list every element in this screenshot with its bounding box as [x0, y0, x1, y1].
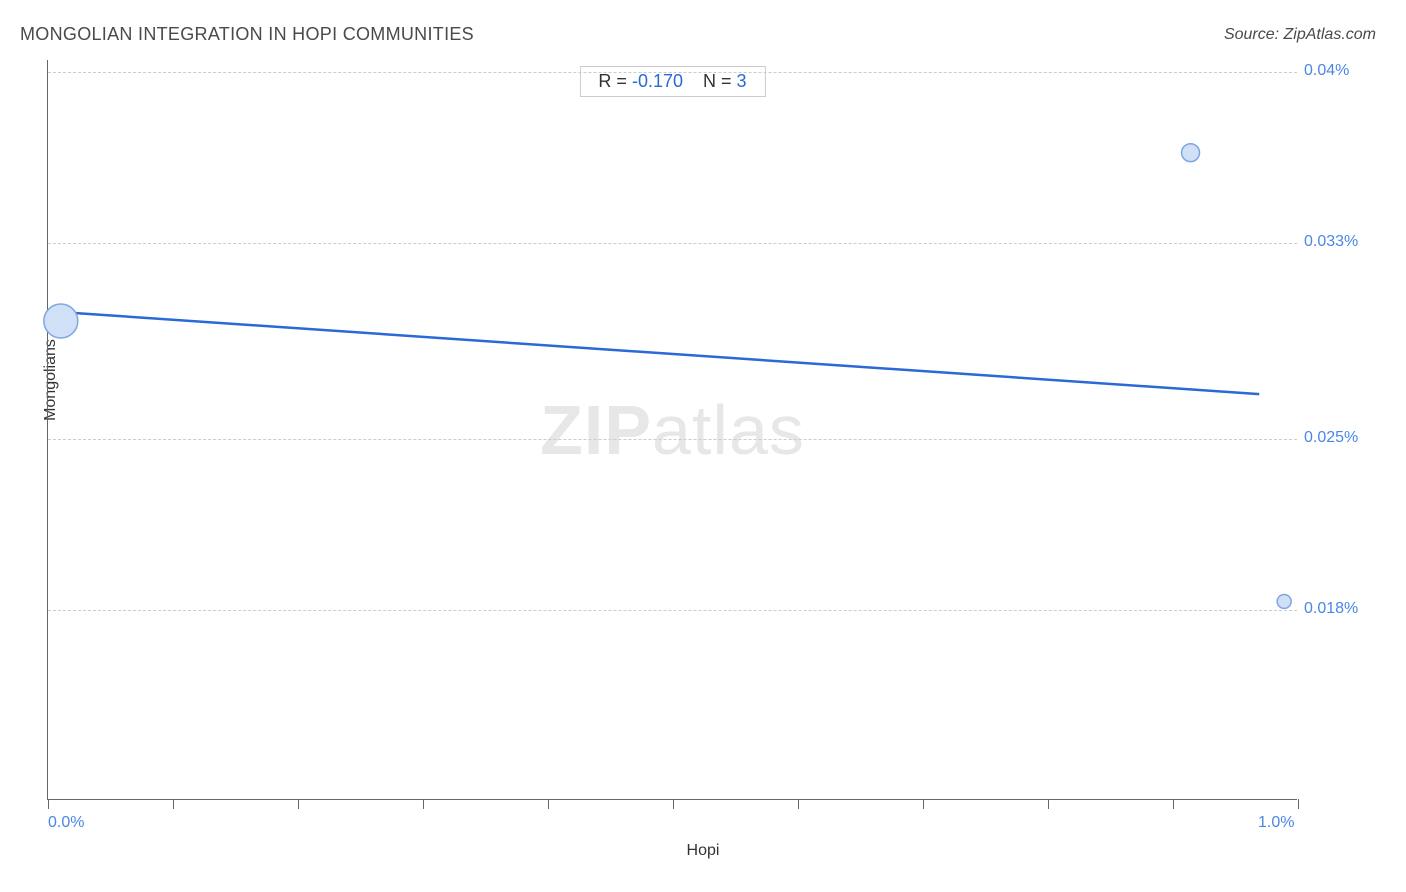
x-tick	[423, 799, 424, 809]
x-axis-label: Hopi	[687, 842, 720, 860]
x-tick	[923, 799, 924, 809]
y-tick-label: 0.018%	[1304, 600, 1358, 618]
plot-area: R = -0.170 N = 3 ZIPatlas 0.04%0.033%0.0…	[47, 60, 1297, 800]
x-tick	[1298, 799, 1299, 809]
y-tick-label: 0.04%	[1304, 62, 1349, 80]
source-attribution: Source: ZipAtlas.com	[1224, 26, 1376, 44]
x-tick	[48, 799, 49, 809]
y-gridline	[48, 72, 1297, 73]
x-tick	[798, 799, 799, 809]
data-point	[1182, 144, 1200, 162]
x-tick	[1173, 799, 1174, 809]
y-gridline	[48, 243, 1297, 244]
chart-svg-overlay	[48, 60, 1297, 799]
x-tick	[173, 799, 174, 809]
y-tick-label: 0.033%	[1304, 233, 1358, 251]
y-tick-label: 0.025%	[1304, 429, 1358, 447]
x-tick	[298, 799, 299, 809]
y-gridline	[48, 610, 1297, 611]
x-tick	[673, 799, 674, 809]
y-gridline	[48, 439, 1297, 440]
x-tick	[1048, 799, 1049, 809]
chart-container: MONGOLIAN INTEGRATION IN HOPI COMMUNITIE…	[0, 0, 1406, 892]
chart-title: MONGOLIAN INTEGRATION IN HOPI COMMUNITIE…	[20, 24, 474, 45]
x-tick	[548, 799, 549, 809]
data-point	[1277, 594, 1291, 608]
trend-line	[48, 311, 1259, 394]
x-tick-label: 0.0%	[48, 814, 84, 832]
x-tick-label: 1.0%	[1258, 814, 1294, 832]
data-point	[44, 304, 78, 338]
